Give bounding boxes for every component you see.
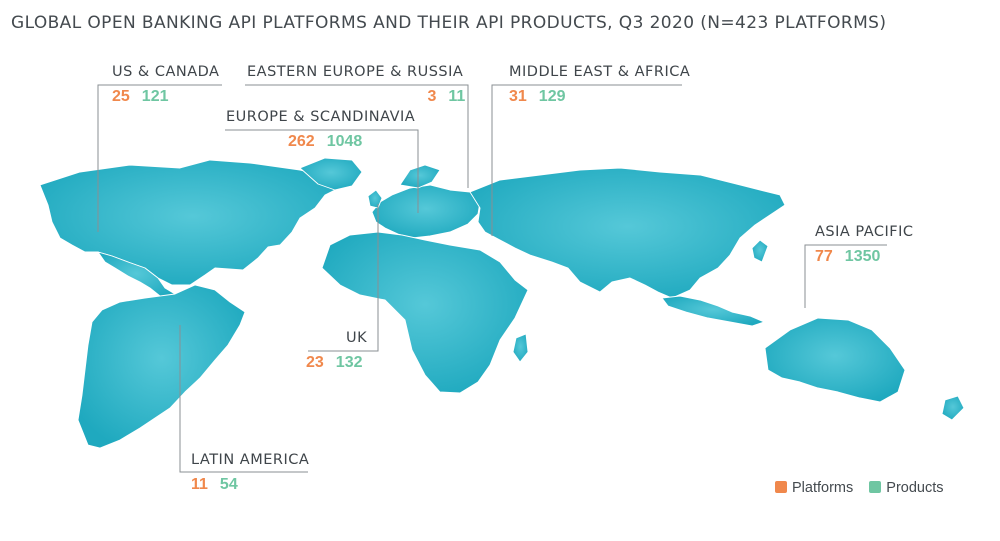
products-count: 121 xyxy=(141,88,169,105)
north-america-landmass xyxy=(39,159,346,286)
products-count: 129 xyxy=(538,88,566,105)
region-latin-america: LATIN AMERICA 11 54 xyxy=(191,452,309,494)
products-count: 54 xyxy=(219,476,238,493)
region-uk: UK 23 132 xyxy=(306,330,367,372)
legend-item-products: Products xyxy=(869,480,944,496)
platforms-swatch xyxy=(775,481,787,493)
australia-landmass xyxy=(764,317,906,403)
region-name: ASIA PACIFIC xyxy=(815,224,914,240)
madagascar-landmass xyxy=(512,333,529,363)
region-name: MIDDLE EAST & AFRICA xyxy=(509,64,691,80)
legend-label-platforms: Platforms xyxy=(792,480,854,496)
region-name: EUROPE & SCANDINAVIA xyxy=(226,109,416,125)
legend-item-platforms: Platforms xyxy=(775,480,853,496)
products-count: 11 xyxy=(448,88,466,105)
region-name: EASTERN EUROPE & RUSSIA xyxy=(247,64,464,80)
leader-asia-pacific xyxy=(804,244,887,308)
leader-eastern-europe xyxy=(245,84,469,188)
greenland-landmass xyxy=(299,157,363,191)
europe-landmass xyxy=(371,184,481,239)
platforms-count: 262 xyxy=(288,133,315,150)
region-europe-scandinavia: EUROPE & SCANDINAVIA 262 1048 xyxy=(226,109,415,151)
new-zealand-landmass xyxy=(941,395,965,421)
platforms-count: 11 xyxy=(191,476,208,493)
region-name: US & CANADA xyxy=(112,64,220,80)
region-name: LATIN AMERICA xyxy=(191,452,310,468)
leader-uk xyxy=(308,204,379,352)
products-count: 1350 xyxy=(844,248,881,265)
chart-title: GLOBAL OPEN BANKING API PLATFORMS AND TH… xyxy=(11,13,887,33)
platforms-count: 3 xyxy=(427,88,437,105)
platforms-count: 31 xyxy=(509,88,527,105)
scandinavia-landmass xyxy=(399,164,441,189)
uk-landmass xyxy=(367,189,383,209)
legend-label-products: Products xyxy=(886,480,944,496)
leader-middle-east xyxy=(491,84,682,236)
region-eastern-europe-russia: EASTERN EUROPE & RUSSIA 3 11 xyxy=(247,64,466,106)
japan-landmass xyxy=(751,239,769,263)
asia-landmass xyxy=(469,167,786,299)
platforms-count: 25 xyxy=(112,88,130,105)
region-us-canada: US & CANADA 25 121 xyxy=(112,64,219,106)
legend: Platforms Products xyxy=(775,480,956,496)
south-america-landmass xyxy=(77,284,246,449)
africa-landmass xyxy=(321,231,529,394)
leader-europe xyxy=(225,129,419,213)
leader-latin-america xyxy=(179,325,308,473)
leader-us-canada xyxy=(97,84,222,232)
region-asia-pacific: ASIA PACIFIC 77 1350 xyxy=(815,224,914,266)
platforms-count: 77 xyxy=(815,248,833,265)
products-count: 132 xyxy=(335,354,363,371)
region-middle-east-africa: MIDDLE EAST & AFRICA 31 129 xyxy=(509,64,690,106)
platforms-count: 23 xyxy=(306,354,324,371)
southeast-asia-islands xyxy=(661,295,765,327)
products-count: 1048 xyxy=(326,133,363,150)
region-name: UK xyxy=(346,330,368,346)
products-swatch xyxy=(869,481,882,493)
